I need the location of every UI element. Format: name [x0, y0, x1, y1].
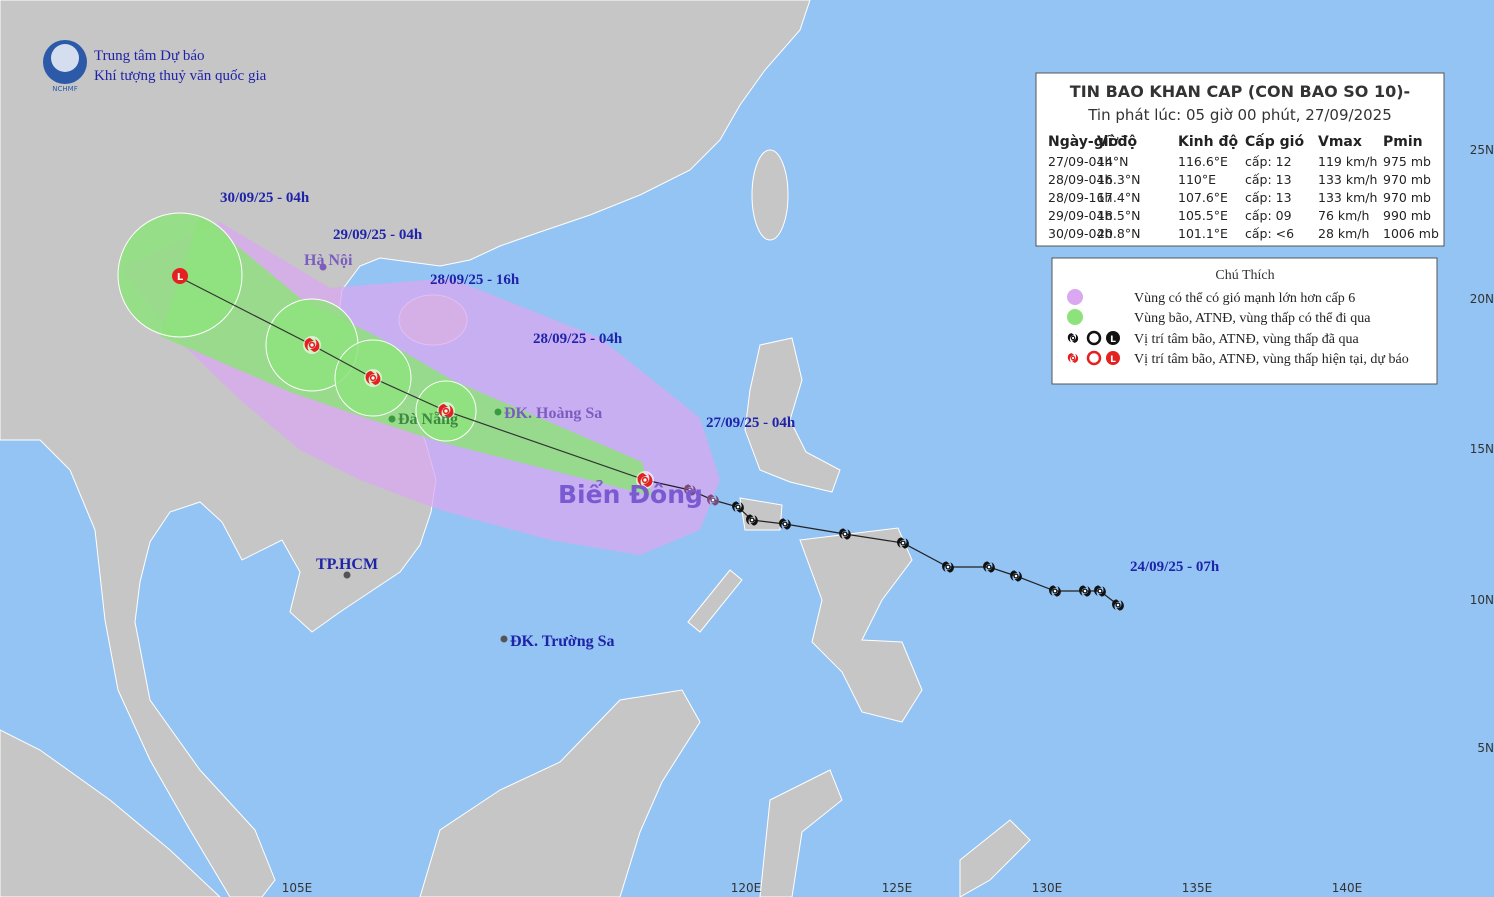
lat-labels: 25N 20N 15N 10N 5N [1470, 143, 1494, 755]
table-header: Ngày-giờ [1048, 134, 1119, 150]
table-cell: 20.8°N [1097, 226, 1140, 241]
table-cell: cấp: 09 [1245, 208, 1292, 223]
table-cell: 970 mb [1383, 172, 1431, 187]
info-box: TIN BAO KHAN CAP (CON BAO SO 10)- Tin ph… [1035, 72, 1445, 247]
table-cell: cấp: 12 [1245, 154, 1292, 169]
table-cell: 17.4°N [1097, 190, 1140, 205]
table-cell: cấp: 13 [1245, 172, 1292, 187]
table-cell: 105.5°E [1178, 208, 1228, 223]
time-label: 30/09/25 - 04h [220, 190, 310, 206]
table-header: Vmax [1318, 134, 1362, 150]
place-label: Đà Nẵng [398, 411, 458, 428]
svg-text:L: L [1110, 335, 1116, 345]
lon-label: 135E [1182, 881, 1213, 895]
place-label: Hà Nội [304, 252, 353, 269]
table-cell: 107.6°E [1178, 190, 1228, 205]
table-cell: 116.6°E [1178, 154, 1228, 169]
table-cell: 18.5°N [1097, 208, 1140, 223]
lat-label: 20N [1470, 292, 1494, 306]
table-cell: 990 mb [1383, 208, 1431, 223]
table-cell: cấp: <6 [1245, 226, 1294, 241]
legend-item: Vị trí tâm bão, ATNĐ, vùng thấp đã qua [1134, 332, 1360, 347]
time-label: 24/09/25 - 07h [1130, 559, 1220, 575]
place-label: TP.HCM [316, 556, 378, 573]
table-cell: 28/09-16h [1048, 190, 1112, 205]
svg-text:L: L [1110, 355, 1116, 365]
time-label: 28/09/25 - 16h [430, 272, 520, 288]
place-label: ĐK. Hoàng Sa [504, 405, 602, 422]
lon-label: 105E [282, 881, 313, 895]
lat-label: 5N [1477, 741, 1494, 755]
lon-label: 120E [731, 881, 762, 895]
track-cone [160, 215, 652, 496]
table-cell: 29/09-04h [1048, 208, 1112, 223]
lat-label: 10N [1470, 593, 1494, 607]
forecast-positions: L [172, 268, 654, 489]
table-cell: 133 km/h [1318, 190, 1377, 205]
table-header: Kinh độ [1178, 134, 1238, 150]
low-letter: L [177, 272, 184, 283]
table-cell: 27/09-04h [1048, 154, 1112, 169]
table-cell: 28/09-04h [1048, 172, 1112, 187]
table-cell: 119 km/h [1318, 154, 1377, 169]
table-cell: cấp: 13 [1245, 190, 1292, 205]
table-cell: 101.1°E [1178, 226, 1228, 241]
table-cell: 28 km/h [1318, 226, 1369, 241]
header: NCHMF Trung tâm Dự báo Khí tượng thuỷ vă… [43, 40, 267, 93]
org-name: Khí tượng thuỷ văn quốc gia [94, 68, 267, 84]
table-cell: 14°N [1097, 154, 1129, 169]
info-issued: Tin phát lúc: 05 giờ 00 phút, 27/09/2025 [1087, 106, 1392, 124]
lon-label: 125E [882, 881, 913, 895]
legend-item: Vị trí tâm bão, ATNĐ, vùng thấp hiện tại… [1134, 352, 1409, 367]
table-header: Vĩ độ [1097, 134, 1138, 150]
info-title: TIN BAO KHAN CAP (CON BAO SO 10)- [1070, 82, 1410, 101]
time-label: 27/09/25 - 04h [706, 415, 796, 431]
table-header: Pmin [1383, 134, 1423, 150]
table-cell: 1006 mb [1383, 226, 1439, 241]
logo-text: NCHMF [52, 85, 77, 93]
legend-item: Vùng bão, ATNĐ, vùng thấp có thể đi qua [1134, 311, 1371, 326]
lon-label: 140E [1332, 881, 1363, 895]
table-cell: 970 mb [1383, 190, 1431, 205]
table-cell: 133 km/h [1318, 172, 1377, 187]
table-cell: 16.3°N [1097, 172, 1140, 187]
time-label: 28/09/25 - 04h [533, 331, 623, 347]
lon-labels: 105E 120E 125E 130E 135E 140E [282, 881, 1363, 895]
table-header: Cấp gió [1245, 133, 1304, 150]
table-cell: 975 mb [1383, 154, 1431, 169]
table-cell: 110°E [1178, 172, 1216, 187]
lon-label: 130E [1032, 881, 1063, 895]
sea-label: Biển Đông [558, 479, 703, 509]
table-cell: 76 km/h [1318, 208, 1369, 223]
lat-label: 15N [1470, 442, 1494, 456]
legend-item: Vùng có thể có gió mạnh lớn hơn cấp 6 [1134, 291, 1355, 306]
info-panel [1035, 72, 1445, 247]
table-cell: 30/09-04h [1048, 226, 1112, 241]
place-label: ĐK. Trường Sa [510, 633, 615, 650]
lat-label: 25N [1470, 143, 1494, 157]
time-label: 29/09/25 - 04h [333, 227, 423, 243]
legend: Chú Thích L L Vùng có thể có gió mạnh lớ… [1051, 257, 1438, 385]
legend-title: Chú Thích [1215, 268, 1274, 283]
low-marker [172, 268, 188, 284]
org-name: Trung tâm Dự báo [94, 48, 205, 64]
